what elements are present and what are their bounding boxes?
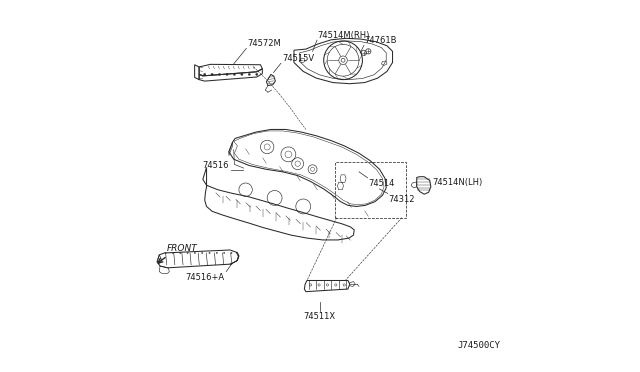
Circle shape <box>234 73 236 76</box>
Circle shape <box>187 252 188 254</box>
Text: FRONT: FRONT <box>167 244 198 253</box>
Bar <box>335 162 406 218</box>
Text: 74516+A: 74516+A <box>186 273 225 282</box>
Circle shape <box>211 73 213 76</box>
Circle shape <box>223 252 225 254</box>
Circle shape <box>204 73 206 76</box>
Text: 74572M: 74572M <box>248 39 281 48</box>
Text: 74312: 74312 <box>388 195 415 204</box>
Circle shape <box>165 252 166 254</box>
Circle shape <box>255 73 258 76</box>
Text: 74516: 74516 <box>202 161 229 170</box>
Circle shape <box>248 73 250 76</box>
Text: 74514N(LH): 74514N(LH) <box>433 178 483 187</box>
Text: 74514M(RH): 74514M(RH) <box>317 31 369 40</box>
Circle shape <box>241 73 243 76</box>
Text: 74511X: 74511X <box>303 312 335 321</box>
Text: 74514: 74514 <box>369 179 395 188</box>
Circle shape <box>209 252 211 254</box>
Text: 74761B: 74761B <box>364 36 396 45</box>
Circle shape <box>172 252 173 254</box>
Circle shape <box>202 252 203 254</box>
Circle shape <box>194 252 196 254</box>
Circle shape <box>179 252 181 254</box>
Circle shape <box>218 73 221 76</box>
Circle shape <box>231 252 232 254</box>
Circle shape <box>216 252 218 254</box>
Text: 74515V: 74515V <box>282 54 314 63</box>
Text: J74500CY: J74500CY <box>458 341 500 350</box>
Circle shape <box>226 73 228 76</box>
